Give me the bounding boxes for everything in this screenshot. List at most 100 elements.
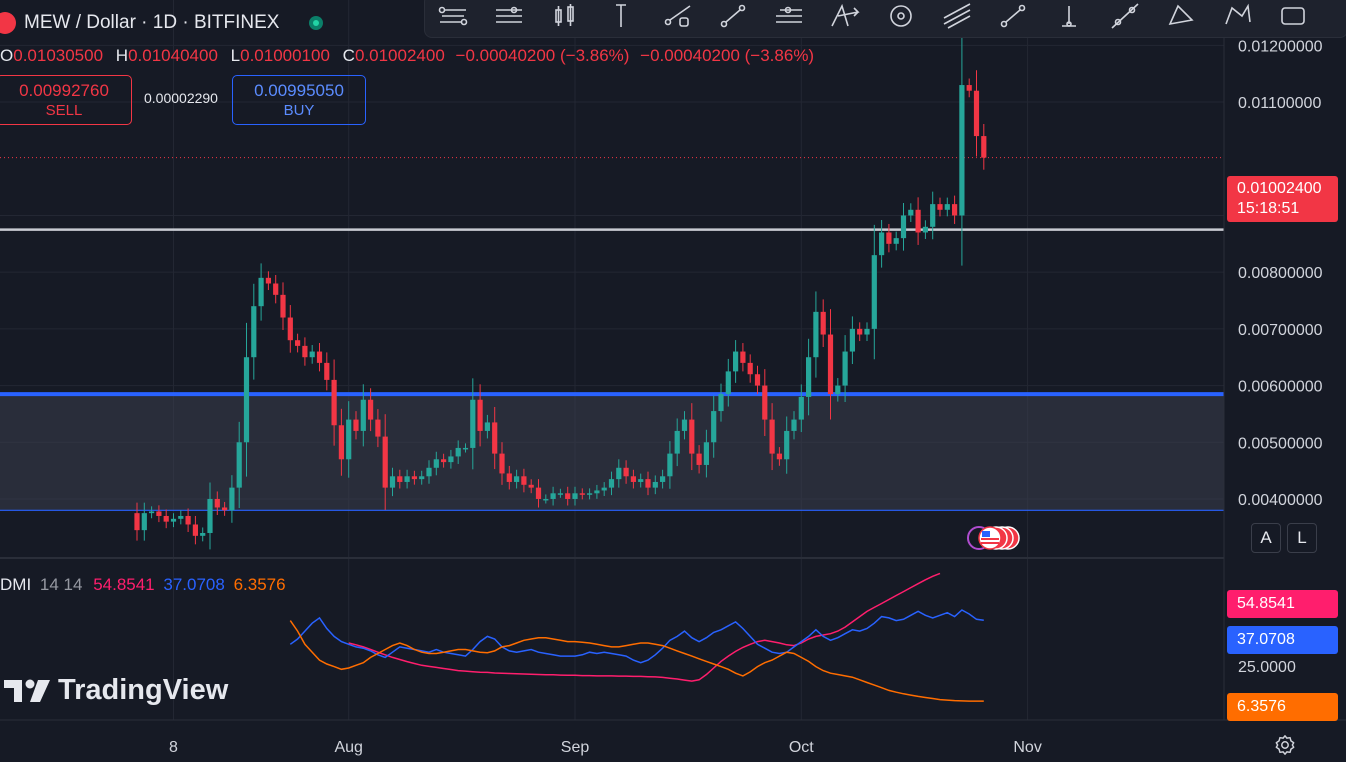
fib-lines-icon[interactable] [929, 0, 985, 34]
candle-body [681, 419, 688, 431]
triangle-icon[interactable] [1153, 0, 1209, 34]
settings-gear-icon[interactable] [1274, 734, 1296, 756]
candle-body [214, 498, 220, 508]
vertical-line-icon[interactable] [593, 0, 649, 34]
candle-body [389, 476, 396, 488]
cross-arrow-icon[interactable] [817, 0, 873, 34]
candle-body [441, 459, 447, 463]
dmi-lines [289, 572, 984, 702]
candle-body [966, 85, 972, 91]
candle-body [842, 351, 848, 386]
candle-body [740, 351, 746, 363]
candle-body [645, 479, 651, 488]
buy-button[interactable]: 0.00995050 BUY [232, 75, 366, 125]
candle-body [382, 436, 388, 488]
candle-body [630, 476, 636, 482]
candle-body [331, 379, 337, 426]
extended-line-icon[interactable] [1097, 0, 1153, 34]
candle-body [455, 447, 461, 457]
pitchfork-icon[interactable] [425, 0, 481, 34]
time-tick-label: Sep [561, 739, 590, 756]
candle-body [368, 399, 374, 420]
ray-icon[interactable] [649, 0, 705, 34]
candle-body [871, 255, 877, 329]
price-tick-label: 0.01200000 [1238, 38, 1323, 55]
trend-line-icon[interactable] [705, 0, 761, 34]
current-price-badge: 0.01002400 15:18:51 [1227, 176, 1338, 222]
candle-body [200, 532, 206, 536]
candle-body [163, 515, 169, 522]
candle-body [192, 524, 198, 536]
parallel-channel-icon[interactable] [761, 0, 817, 34]
candle-body [426, 467, 432, 477]
box-icon[interactable] [1265, 0, 1321, 34]
vertical-ray-icon[interactable] [1041, 0, 1097, 34]
candle-body [273, 283, 279, 295]
candle-body [550, 493, 556, 499]
dmi-axis-tick: 25.0000 [1238, 659, 1296, 676]
candle-body [952, 204, 958, 216]
candle-body [623, 467, 629, 477]
candle-body [470, 399, 476, 448]
price-tick-label: 0.00700000 [1238, 322, 1323, 339]
economic-events-icon[interactable] [962, 525, 1032, 551]
candle-body [835, 385, 841, 395]
candle-body [900, 215, 907, 239]
dmi-legend[interactable]: DMI 14 14 54.8541 37.0708 6.3576 [0, 575, 286, 595]
auto-scale-button[interactable]: A [1251, 523, 1281, 553]
candle-body [587, 493, 593, 495]
horizontal-lines-icon[interactable] [481, 0, 537, 34]
candle-body [652, 481, 658, 488]
candles [134, 34, 987, 550]
sell-button[interactable]: 0.00992760 SELL [0, 75, 132, 125]
candle-body [521, 476, 527, 485]
log-scale-button[interactable]: L [1287, 523, 1317, 553]
candle-body [733, 351, 739, 372]
candle-body [616, 467, 622, 480]
candle-body [404, 476, 410, 482]
drawing-toolbar [424, 0, 1346, 38]
candle-body [411, 476, 417, 480]
candle-body [280, 294, 286, 318]
candle-body [973, 90, 980, 137]
sell-label: SELL [45, 102, 83, 119]
circle-icon[interactable] [873, 0, 929, 34]
candle-body [134, 513, 140, 531]
candle-body [528, 484, 534, 488]
candle-body [222, 507, 228, 511]
bar-countdown: 15:18:51 [1237, 200, 1300, 217]
ohlc-legend: O0.01030500 H0.01040400 L0.01000100 C0.0… [0, 46, 815, 65]
price-tick-label: 0.01100000 [1238, 95, 1321, 112]
candle-body [667, 453, 673, 477]
candle-body [338, 425, 344, 460]
candle-body [141, 513, 147, 531]
polyline-icon[interactable] [1209, 0, 1265, 34]
plus-di-line [289, 609, 984, 664]
market-open-status-icon [309, 16, 324, 30]
candle-body [864, 328, 870, 335]
candle-body [959, 85, 965, 216]
tradingview-logo-icon [4, 679, 50, 702]
info-line-icon[interactable] [985, 0, 1041, 34]
candle-body [258, 277, 264, 307]
price-tick-label: 0.00400000 [1238, 492, 1323, 509]
candle-body [229, 487, 235, 511]
candle-body [557, 493, 563, 495]
dmi-adx-value: 54.8541 [93, 575, 155, 594]
candles-icon[interactable] [537, 0, 593, 34]
price-axis-ticks: 0.012000000.011000000.009000000.00800000… [1238, 38, 1323, 509]
candle-body [287, 317, 293, 341]
candle-body [506, 473, 512, 482]
candle-body [185, 515, 191, 525]
plus-di-badge: 37.0708 [1227, 626, 1338, 654]
candle-body [492, 422, 498, 454]
time-tick-label: 8 [169, 739, 178, 756]
symbol-header[interactable]: MEW / Dollar · 1D · BITFINEX [0, 12, 324, 34]
change-value: −0.00040200 (−3.86%) [455, 46, 630, 65]
candle-body [879, 232, 885, 256]
dmi-minus-di-value: 6.3576 [233, 575, 286, 594]
candle-body [243, 357, 250, 443]
candle-body [806, 357, 812, 397]
candle-body [265, 277, 271, 284]
